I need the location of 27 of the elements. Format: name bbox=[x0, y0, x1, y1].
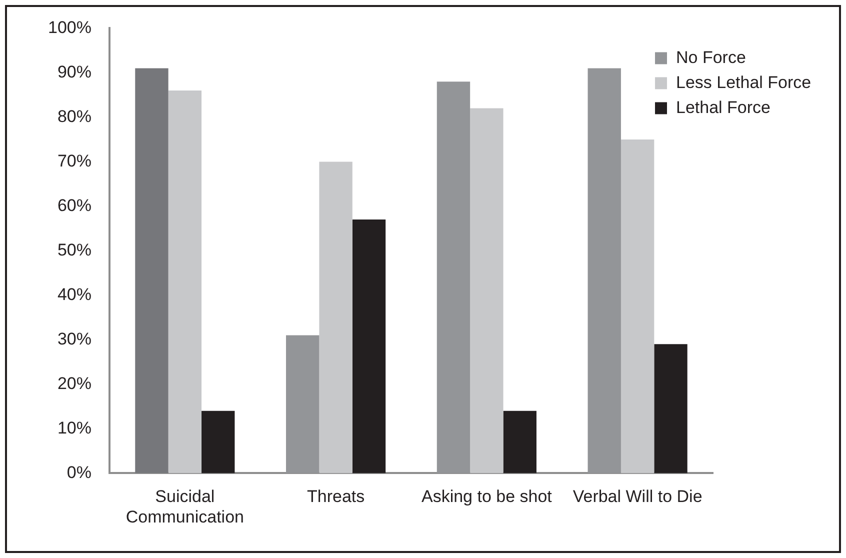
y-tick-label: 50% bbox=[57, 240, 92, 260]
x-tick-label: Threats bbox=[306, 487, 365, 506]
bar bbox=[654, 344, 688, 474]
y-tick-label: 60% bbox=[57, 196, 92, 215]
y-tick-label: 80% bbox=[57, 106, 92, 126]
legend-label: Lethal Force bbox=[676, 98, 770, 117]
bar bbox=[135, 68, 168, 474]
x-tick-label: Suicidal Communication bbox=[126, 487, 244, 526]
bar bbox=[319, 162, 352, 474]
x-tick-label: Verbal Will to Die bbox=[572, 487, 702, 506]
bar bbox=[620, 139, 654, 474]
x-tick-label: Asking to be shot bbox=[421, 487, 552, 506]
y-tick-label: 20% bbox=[57, 374, 92, 393]
y-tick-label: 70% bbox=[57, 151, 92, 170]
y-tick-label: 10% bbox=[57, 418, 92, 438]
bar bbox=[352, 220, 386, 474]
y-tick-label: 30% bbox=[57, 329, 92, 348]
bar bbox=[202, 410, 235, 474]
bar bbox=[470, 108, 504, 474]
y-tick-label: 90% bbox=[57, 62, 92, 82]
bar bbox=[168, 90, 202, 474]
legend-label: No Force bbox=[676, 48, 746, 67]
bar bbox=[503, 410, 536, 474]
legend-label: Less Lethal Force bbox=[676, 72, 812, 92]
y-tick-label: 100% bbox=[48, 18, 92, 37]
y-tick-label: 0% bbox=[66, 462, 92, 482]
y-tick-label: 40% bbox=[57, 284, 92, 304]
